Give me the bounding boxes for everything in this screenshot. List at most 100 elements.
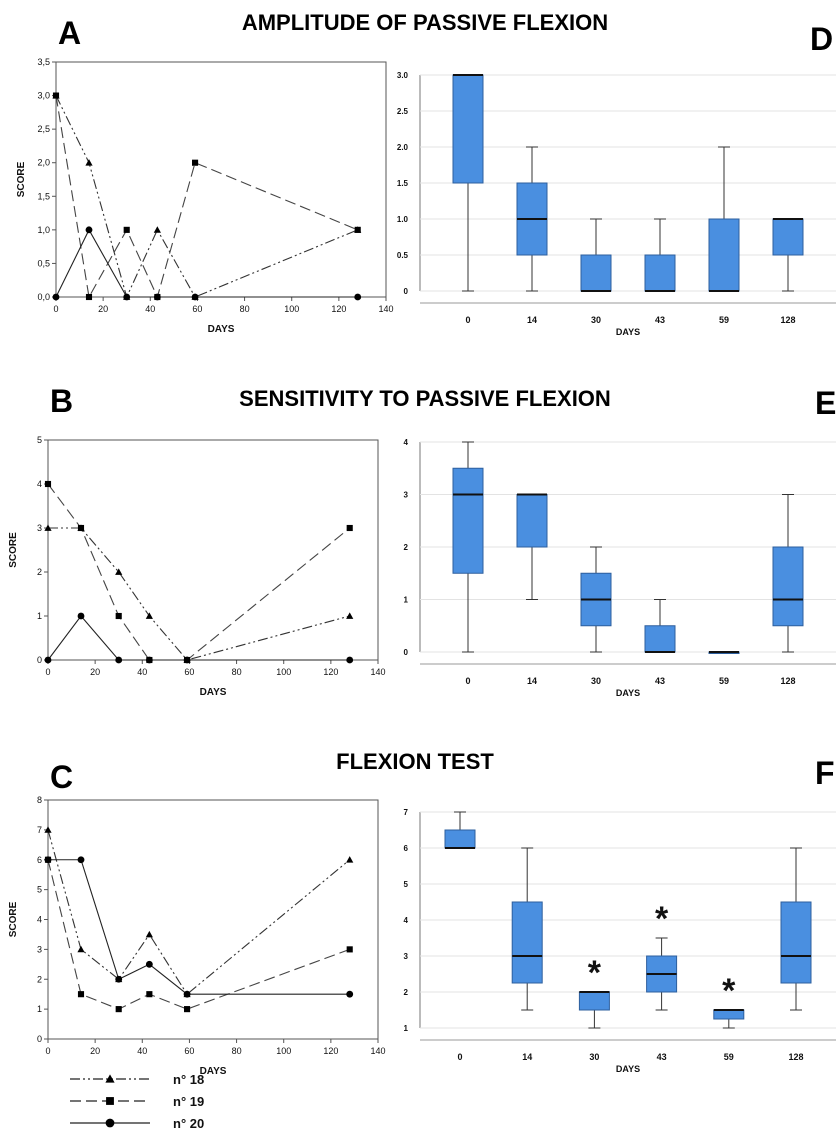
x-tick-label: 140 (378, 304, 393, 314)
data-point (52, 293, 60, 301)
y-tick-label: 0 (404, 287, 409, 296)
box (578, 991, 610, 1011)
legend-marker (105, 1118, 115, 1128)
legend-label: n° 18 (173, 1072, 204, 1087)
x-tick-label: 140 (370, 667, 385, 677)
data-point (85, 159, 93, 166)
x-tick-label: 40 (137, 667, 147, 677)
data-point (145, 656, 153, 664)
data-point (115, 1006, 122, 1013)
y-axis-label: SCORE (8, 901, 19, 937)
y-tick-label: 1,5 (37, 191, 50, 201)
data-point (183, 656, 191, 664)
data-point (146, 991, 153, 998)
y-tick-label: 1 (37, 611, 42, 621)
plot-frame (47, 439, 379, 661)
data-point (77, 991, 85, 998)
data-point (354, 226, 361, 233)
y-tick-label: 7 (404, 808, 409, 817)
data-point (115, 975, 123, 983)
y-tick-label: 1 (404, 1024, 409, 1033)
data-point (115, 568, 123, 575)
box (516, 494, 548, 548)
x-tick-label: 30 (591, 676, 601, 686)
boxplot-sensitivity: 0 1 2 3 4 0 14 30 43 59 128 DAYS (404, 438, 836, 698)
box (644, 625, 676, 653)
y-tick-label: 2 (404, 543, 409, 552)
y-tick-label: 6 (37, 855, 42, 865)
data-point (346, 946, 353, 953)
x-tick-label: 80 (240, 304, 250, 314)
y-tick-label: 1 (404, 596, 409, 605)
y-tick-label: 2.0 (397, 143, 409, 152)
x-axis-label: DAYS (208, 324, 235, 335)
y-tick-label: 8 (37, 795, 42, 805)
x-axis-label: DAYS (616, 688, 640, 698)
data-point (153, 293, 161, 301)
section-title-amplitude: AMPLITUDE OF PASSIVE FLEXION (242, 10, 608, 35)
boxplot-flexion-test: 1 2 3 4 5 6 7 0 14 30 43 59 128 DAYS * * * (404, 808, 836, 1074)
data-point (346, 656, 354, 664)
x-tick-label: 40 (137, 1046, 147, 1056)
y-tick-label: 3,5 (37, 57, 50, 67)
series-line (55, 95, 358, 299)
y-tick-label: 2.5 (397, 107, 409, 116)
data-point (346, 524, 353, 532)
x-tick-label: 80 (232, 1046, 242, 1056)
box (780, 901, 812, 984)
x-axis-label: DAYS (200, 687, 227, 698)
y-tick-label: 2,5 (37, 124, 50, 134)
significance-marker: * (722, 972, 736, 1010)
data-point (145, 930, 153, 938)
y-tick-label: 0 (404, 648, 409, 657)
x-tick-label: 60 (184, 1046, 194, 1056)
y-tick-label: 3 (404, 491, 409, 500)
y-tick-label: 5 (37, 435, 42, 445)
panel-letter-b: B (50, 383, 73, 419)
data-point (77, 856, 85, 864)
section-title-sensitivity: SENSITIVITY TO PASSIVE FLEXION (239, 386, 611, 411)
x-tick-label: 59 (719, 315, 729, 325)
data-point (115, 612, 122, 620)
y-tick-label: 2 (404, 988, 409, 997)
y-tick-label: 0 (37, 655, 42, 665)
x-tick-label: 80 (232, 667, 242, 677)
y-tick-label: 4 (37, 479, 42, 489)
series-line (48, 859, 350, 995)
y-tick-label: 4 (404, 438, 409, 447)
data-point (346, 612, 354, 619)
plot-frame (47, 799, 379, 1040)
x-tick-label: 0 (53, 304, 58, 314)
box (444, 829, 476, 849)
series-line (47, 829, 351, 996)
x-tick-label: 140 (370, 1046, 385, 1056)
y-tick-label: 5 (37, 885, 42, 895)
y-tick-label: 0,0 (37, 292, 50, 302)
y-tick-label: 0,5 (37, 258, 50, 268)
data-point (77, 612, 85, 620)
y-tick-label: 1,0 (37, 225, 50, 235)
data-point (145, 612, 153, 619)
y-axis-label: SCORE (8, 532, 19, 568)
x-tick-label: 120 (323, 667, 338, 677)
x-tick-label: 14 (527, 315, 537, 325)
box (511, 901, 543, 984)
box (452, 74, 484, 184)
y-tick-label: 3,0 (37, 91, 50, 101)
x-tick-label: 59 (719, 676, 729, 686)
box (713, 1009, 745, 1020)
legend-label: n° 19 (173, 1094, 204, 1109)
data-point (184, 1006, 191, 1013)
x-tick-label: 128 (788, 1052, 803, 1062)
x-tick-label: 30 (589, 1052, 599, 1062)
x-tick-label: 20 (98, 304, 108, 314)
box (644, 254, 676, 292)
y-tick-label: 0 (37, 1034, 42, 1044)
data-point (346, 990, 354, 998)
y-tick-label: 3.0 (397, 71, 409, 80)
x-tick-label: 60 (192, 304, 202, 314)
panel-letter-d: D (810, 21, 833, 57)
y-tick-label: 1 (37, 1004, 42, 1014)
panel-letter-c: C (50, 759, 73, 795)
